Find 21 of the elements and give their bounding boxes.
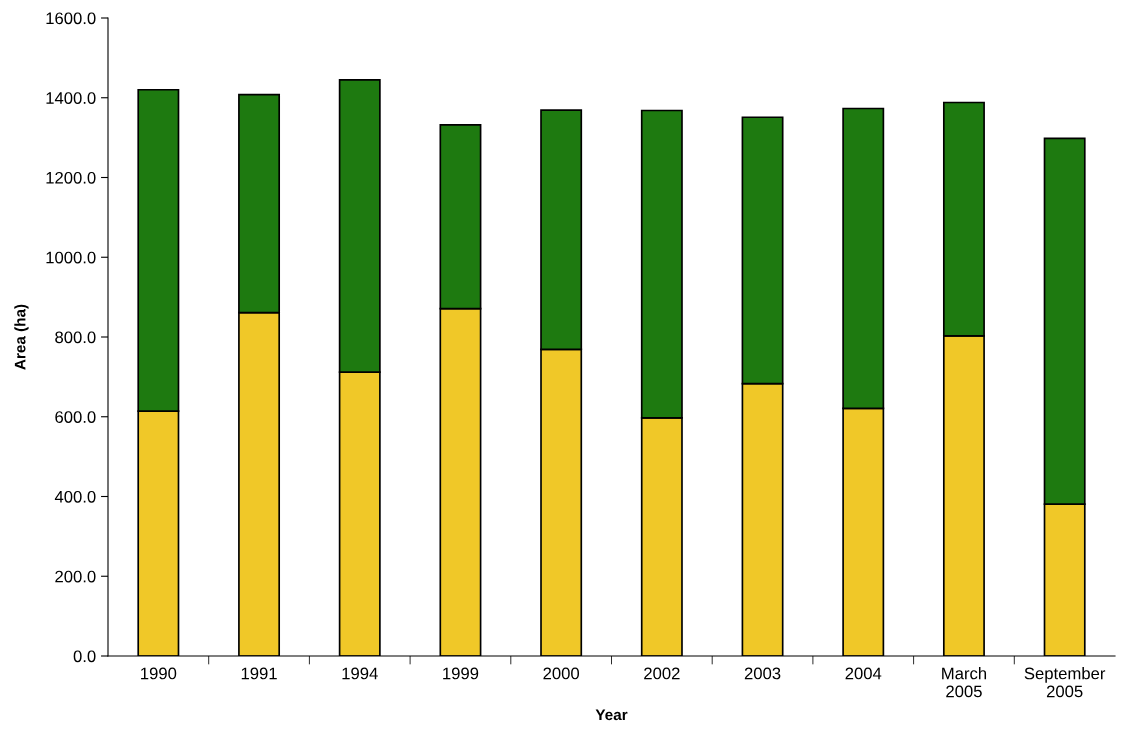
- x-tick-label: September 2005: [1024, 667, 1106, 698]
- y-tick-label: 1000.0: [46, 251, 96, 264]
- y-tick-label: 200.0: [55, 570, 96, 583]
- y-tick-label: 800.0: [55, 331, 96, 344]
- y-tick-label: 600.0: [55, 411, 96, 423]
- x-tick-label: 2000: [543, 667, 580, 680]
- x-tick-label: 2003: [744, 667, 781, 680]
- x-tick-label: 1994: [342, 667, 378, 680]
- y-tick-label: 1600.0: [46, 12, 96, 25]
- x-tick-label: 2004: [845, 667, 882, 680]
- y-tick-label: 0.0: [73, 650, 96, 663]
- y-tick-label: 1400.0: [46, 92, 96, 104]
- y-tick-label: 1200.0: [46, 171, 96, 184]
- y-tick-label: 400.0: [54, 490, 96, 503]
- x-tick-label: 1990: [141, 667, 177, 680]
- x-tick-label: 1999: [443, 667, 479, 680]
- x-tick-label: March 2005: [942, 667, 987, 698]
- x-axis-title: Year: [595, 709, 628, 721]
- x-tick-label: 2002: [644, 667, 680, 680]
- x-tick-label: 1991: [241, 667, 277, 680]
- y-axis-title: Area (ha): [14, 304, 29, 370]
